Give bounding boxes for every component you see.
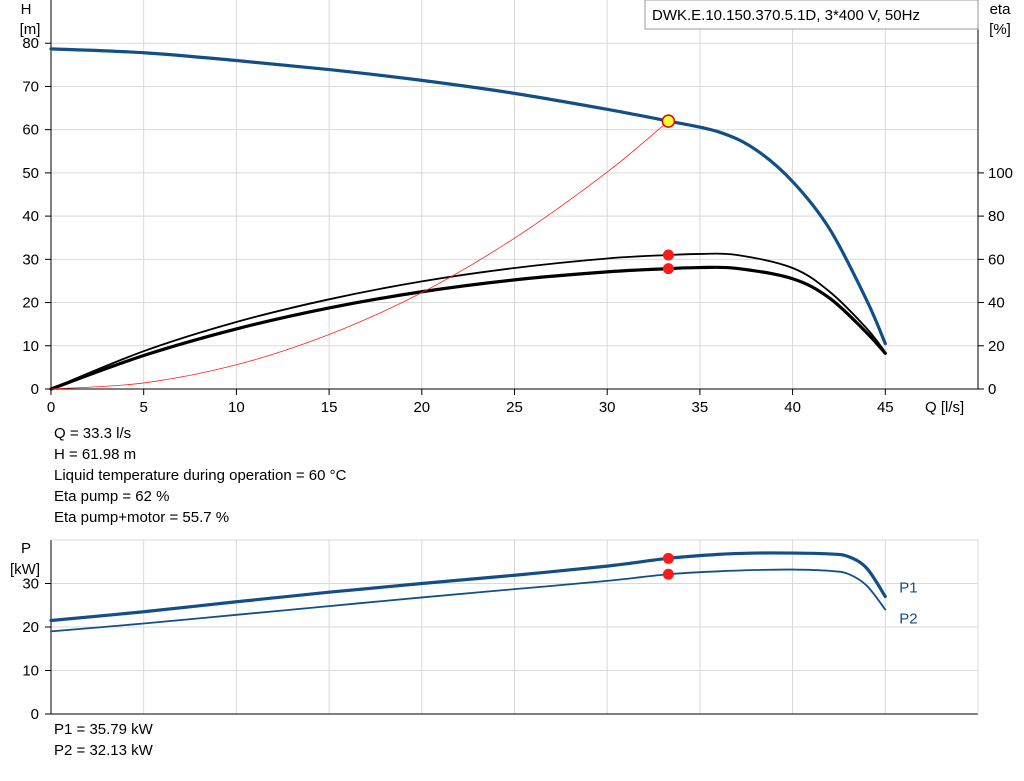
operating-point <box>661 114 676 128</box>
y-tick-label: 60 <box>22 122 39 139</box>
y-tick-label: 30 <box>22 576 39 593</box>
y-tick-label: 20 <box>22 619 39 636</box>
title-box-text: DWK.E.10.150.370.5.1D, 3*400 V, 50Hz <box>652 7 920 24</box>
series-label-p1: P1 <box>899 580 917 597</box>
series-label-p2: P2 <box>899 611 917 628</box>
power-info: P1 = 35.79 kW P2 = 32.13 kW <box>54 719 153 761</box>
title-box-frame <box>644 0 979 30</box>
head-efficiency-plot: DWK.E.10.150.370.5.1D, 3*400 V, 50Hz <box>45 0 984 395</box>
y2-axis-label-unit: [%] <box>989 21 1011 38</box>
info-eta-pump: Eta pump = 62 % <box>54 488 170 505</box>
y2-tick-label: 60 <box>988 251 1005 268</box>
y-axis-label-symbol: P <box>21 540 31 557</box>
y-tick-label: 50 <box>22 165 39 182</box>
x-axis-label: Q [l/s] <box>925 399 964 416</box>
y-axis-label-symbol: H <box>21 1 32 18</box>
info-liquid-temperature: Liquid temperature during operation = 60… <box>54 467 347 484</box>
title-box: DWK.E.10.150.370.5.1D, 3*400 V, 50Hz <box>644 0 979 30</box>
x-tick-label: 10 <box>228 399 245 416</box>
y-tick-label: 20 <box>22 295 39 312</box>
y-tick-label: 80 <box>22 35 39 52</box>
y-axis-label-unit: [m] <box>20 21 41 38</box>
duty-point-marker <box>662 249 674 261</box>
y2-tick-label: 100 <box>988 165 1013 182</box>
series-system-curve <box>50 120 669 390</box>
info-eta-pump-motor: Eta pump+motor = 55.7 % <box>54 509 230 526</box>
y2-tick-label: 80 <box>988 208 1005 225</box>
series-eta-pump <box>50 252 887 390</box>
info-p2: P2 = 32.13 kW <box>54 742 153 759</box>
duty-point-marker <box>662 263 674 275</box>
y-tick-label: 10 <box>22 338 39 355</box>
series-H <box>49 47 887 346</box>
y-axis-label-unit: [kW] <box>10 561 40 578</box>
y-tick-label: 40 <box>22 208 39 225</box>
series-p1 <box>49 551 887 623</box>
x-tick-label: 30 <box>599 399 616 416</box>
y-tick-label: 10 <box>22 663 39 680</box>
y-tick-label: 0 <box>31 381 39 398</box>
y2-axis-label-symbol: eta <box>990 1 1012 18</box>
x-tick-label: 0 <box>47 399 55 416</box>
x-tick-label: 40 <box>784 399 801 416</box>
duty-point-marker <box>662 552 674 564</box>
x-tick-label: 25 <box>506 399 523 416</box>
operating-point-info: Q = 33.3 l/s H = 61.98 m Liquid temperat… <box>54 423 346 528</box>
info-head: H = 61.98 m <box>54 446 137 463</box>
series-p2 <box>50 568 887 633</box>
y-tick-label: 70 <box>22 78 39 95</box>
y2-tick-label: 20 <box>988 338 1005 355</box>
x-tick-label: 20 <box>413 399 430 416</box>
y2-tick-label: 0 <box>988 381 996 398</box>
y-tick-label: 30 <box>22 251 39 268</box>
y-tick-label: 0 <box>31 706 39 723</box>
duty-point-marker <box>662 568 674 580</box>
x-tick-label: 15 <box>321 399 338 416</box>
series-eta-pump-motor <box>49 265 887 391</box>
x-tick-label: 5 <box>140 399 148 416</box>
info-p1: P1 = 35.79 kW <box>54 721 153 738</box>
power-plot: P1 P2 <box>45 539 979 715</box>
y2-tick-label: 40 <box>988 295 1005 312</box>
x-tick-label: 35 <box>692 399 709 416</box>
info-flow: Q = 33.3 l/s <box>54 425 132 442</box>
x-tick-label: 45 <box>877 399 894 416</box>
